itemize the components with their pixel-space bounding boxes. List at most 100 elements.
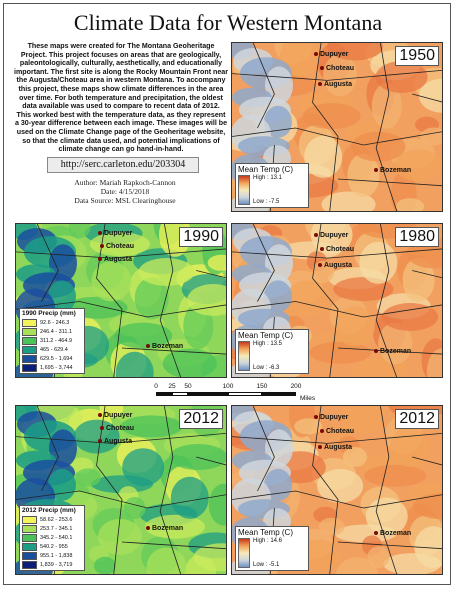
town-label: Bozeman bbox=[146, 343, 183, 350]
town-label: Dupuyer bbox=[98, 230, 132, 237]
color-ramp bbox=[238, 175, 250, 205]
town-name: Bozeman bbox=[152, 343, 184, 350]
legend-title: 2012 Precip (mm) bbox=[22, 507, 76, 514]
legend-class-label: 629.5 - 1,694 bbox=[40, 356, 73, 362]
town-label: Choteau bbox=[100, 425, 134, 432]
precipitation-legend: 2012 Precip (mm) 58.62 - 253.6 253.7 - 345… bbox=[19, 505, 85, 571]
town-marker-icon bbox=[100, 244, 104, 249]
legend-swatch bbox=[22, 552, 37, 560]
town-name: Choteau bbox=[106, 425, 134, 432]
town-marker-icon bbox=[318, 82, 322, 87]
legend-swatch bbox=[22, 364, 37, 372]
town-name: Bozeman bbox=[380, 348, 412, 355]
legend-class: 1,839 - 3,719 bbox=[22, 561, 82, 569]
legend-class-label: 465 - 629.4 bbox=[40, 347, 68, 353]
town-marker-icon bbox=[318, 263, 322, 268]
legend-swatch bbox=[22, 355, 37, 363]
scale-tick-label: 100 bbox=[222, 383, 234, 390]
town-label: Bozeman bbox=[146, 525, 183, 532]
legend-class: 540.2 - 955 bbox=[22, 543, 82, 551]
town-name: Bozeman bbox=[380, 530, 412, 537]
town-marker-icon bbox=[98, 231, 102, 236]
legend-class: 311.2 - 464.9 bbox=[22, 337, 82, 345]
town-label: Bozeman bbox=[374, 348, 411, 355]
scale-tick-label: 0 bbox=[154, 383, 158, 390]
page-frame bbox=[3, 3, 451, 585]
town-marker-icon bbox=[318, 445, 322, 450]
scale-bar: 0 25 50 100 150 200 Miles bbox=[150, 383, 355, 405]
legend-swatch bbox=[22, 561, 37, 569]
credits: Author: Mariah Rapkoch-Cannon Date: 4/15… bbox=[55, 178, 195, 206]
town-marker-icon bbox=[98, 257, 102, 262]
town-name: Choteau bbox=[326, 65, 354, 72]
scale-segment bbox=[262, 392, 296, 396]
town-name: Bozeman bbox=[380, 167, 412, 174]
town-label: Augusta bbox=[318, 444, 352, 451]
legend-class-label: 311.2 - 464.9 bbox=[40, 338, 73, 344]
town-name: Augusta bbox=[324, 262, 352, 269]
town-name: Choteau bbox=[326, 246, 354, 253]
map-year-label: 2012 bbox=[395, 409, 439, 429]
scale-tick-label: 150 bbox=[256, 383, 268, 390]
scale-segment bbox=[228, 392, 262, 396]
town-label: Dupuyer bbox=[98, 412, 132, 419]
town-name: Choteau bbox=[106, 243, 134, 250]
town-name: Augusta bbox=[324, 81, 352, 88]
page-title: Climate Data for Western Montana bbox=[73, 10, 383, 35]
legend-title: Mean Temp (C) bbox=[238, 331, 293, 340]
legend-class-label: 92.6 - 246.3 bbox=[40, 320, 70, 326]
town-marker-icon bbox=[314, 233, 318, 238]
town-label: Bozeman bbox=[374, 530, 411, 537]
legend-swatch bbox=[22, 534, 37, 542]
town-name: Dupuyer bbox=[104, 230, 133, 237]
town-marker-icon bbox=[314, 415, 318, 420]
legend-swatch bbox=[22, 319, 37, 327]
legend-low: Low : -7.5 bbox=[253, 199, 280, 205]
map-temp-1950: 1950 Dupuyer Choteau Augusta Bozeman Mean Tem… bbox=[231, 42, 443, 212]
map-precip-1990: 1990 Dupuyer Choteau Augusta Bozeman 1990 Pre… bbox=[15, 223, 227, 378]
precipitation-legend: 1990 Precip (mm) 92.6 - 246.3 246.4 - 311.… bbox=[19, 308, 85, 374]
source-url[interactable]: http://serc.carleton.edu/203304 bbox=[47, 157, 199, 173]
town-marker-icon bbox=[320, 247, 324, 252]
legend-class-label: 1,839 - 3,719 bbox=[40, 562, 73, 568]
town-name: Augusta bbox=[324, 444, 352, 451]
scale-segment bbox=[156, 392, 172, 396]
legend-title: Mean Temp (C) bbox=[238, 528, 293, 537]
legend-title: 1990 Precip (mm) bbox=[22, 310, 76, 317]
town-name: Dupuyer bbox=[320, 51, 349, 58]
legend-class-label: 345.2 - 540.1 bbox=[40, 535, 73, 541]
source-text: Data Source: MSL Clearinghouse bbox=[74, 196, 176, 206]
town-marker-icon bbox=[374, 349, 378, 354]
color-ramp bbox=[238, 341, 250, 371]
town-marker-icon bbox=[146, 344, 150, 349]
town-name: Augusta bbox=[104, 438, 132, 445]
legend-high: High : 13.5 bbox=[253, 341, 283, 347]
temperature-legend: Mean Temp (C) High : 13.5 Low : -6.3 bbox=[235, 329, 309, 374]
town-label: Dupuyer bbox=[314, 414, 348, 421]
map-year-label: 1950 bbox=[395, 46, 439, 66]
town-marker-icon bbox=[146, 526, 150, 531]
legend-class: 1,695 - 3,744 bbox=[22, 364, 82, 372]
town-label: Bozeman bbox=[374, 167, 411, 174]
town-name: Dupuyer bbox=[104, 412, 133, 419]
legend-class: 465 - 629.4 bbox=[22, 346, 82, 354]
map-precip-2012: 2012 Dupuyer Choteau Augusta Bozeman 2012 Pre… bbox=[15, 405, 227, 575]
town-marker-icon bbox=[374, 168, 378, 173]
legend-class-label: 540.2 - 955 bbox=[40, 544, 68, 550]
legend-class: 58.62 - 253.6 bbox=[22, 516, 82, 524]
town-name: Augusta bbox=[104, 256, 132, 263]
author-text: Author: Mariah Rapkoch-Cannon bbox=[74, 178, 176, 187]
scale-tick-label: 200 bbox=[290, 383, 302, 390]
scale-segment bbox=[188, 392, 228, 396]
temperature-legend: Mean Temp (C) High : 13.1 Low : -7.5 bbox=[235, 163, 309, 208]
legend-class-label: 58.62 - 253.6 bbox=[40, 517, 73, 523]
legend-class: 955.1 - 1,838 bbox=[22, 552, 82, 560]
town-marker-icon bbox=[374, 531, 378, 536]
town-label: Choteau bbox=[320, 428, 354, 435]
town-label: Augusta bbox=[98, 438, 132, 445]
legend-swatch bbox=[22, 543, 37, 551]
legend-class: 92.6 - 246.3 bbox=[22, 319, 82, 327]
scale-unit: Miles bbox=[300, 395, 316, 402]
town-marker-icon bbox=[98, 439, 102, 444]
legend-class: 345.2 - 540.1 bbox=[22, 534, 82, 542]
